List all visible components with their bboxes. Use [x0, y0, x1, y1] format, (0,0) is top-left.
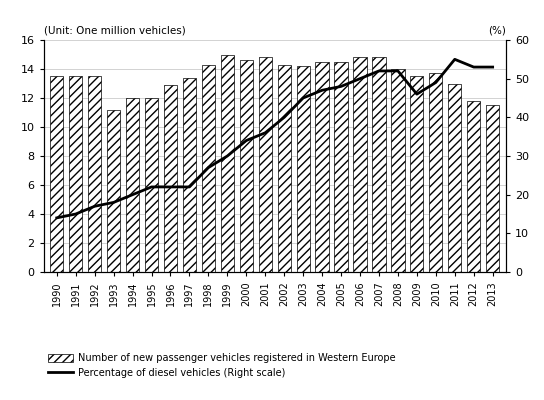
Bar [240, 60, 253, 272]
Bar [126, 98, 139, 272]
Bar [221, 54, 234, 272]
Bar [448, 84, 461, 272]
Bar [88, 76, 101, 272]
Bar [145, 98, 158, 272]
Bar [277, 65, 291, 272]
Text: (%): (%) [488, 25, 506, 35]
Bar [372, 57, 386, 272]
Bar [391, 69, 405, 272]
Bar [50, 76, 64, 272]
Bar [467, 101, 480, 272]
Bar [107, 110, 120, 272]
Bar [202, 65, 215, 272]
Bar [316, 62, 329, 272]
Bar [183, 78, 196, 272]
Bar [486, 105, 499, 272]
Bar [354, 57, 367, 272]
Bar [335, 62, 348, 272]
Bar [410, 76, 423, 272]
Bar [296, 66, 310, 272]
Bar [258, 57, 272, 272]
Bar [164, 85, 177, 272]
Bar [69, 76, 82, 272]
Legend: Number of new passenger vehicles registered in Western Europe, Percentage of die: Number of new passenger vehicles registe… [48, 354, 395, 378]
Bar [429, 73, 442, 272]
Text: (Unit: One million vehicles): (Unit: One million vehicles) [44, 25, 186, 35]
